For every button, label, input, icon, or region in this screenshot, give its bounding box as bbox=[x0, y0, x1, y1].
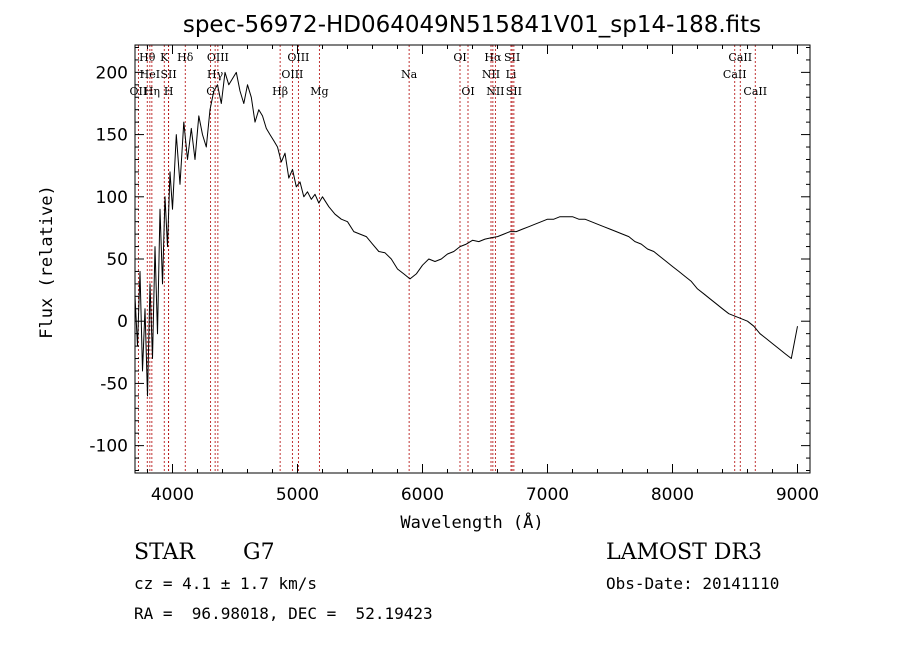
y-tick-label: 100 bbox=[96, 188, 128, 208]
line-label: CaII bbox=[728, 51, 752, 64]
x-tick-label: 4000 bbox=[151, 485, 194, 505]
line-label: K bbox=[160, 51, 169, 64]
line-label: Hη bbox=[144, 85, 160, 98]
y-tick-label: 50 bbox=[106, 250, 128, 270]
y-tick-label: 0 bbox=[117, 312, 128, 332]
line-label: Hθ bbox=[139, 51, 156, 64]
ra-dec: RA = 96.98018, DEC = 52.19423 bbox=[134, 604, 433, 623]
obs-date: Obs-Date: 20141110 bbox=[606, 574, 780, 593]
line-label: OI bbox=[461, 85, 474, 98]
line-label: Hβ bbox=[272, 85, 288, 98]
line-label: OI bbox=[453, 51, 466, 64]
object-class: STAR bbox=[134, 540, 195, 565]
y-tick-label: -50 bbox=[100, 374, 128, 394]
line-label: CaII bbox=[743, 85, 767, 98]
x-tick-label: 7000 bbox=[526, 485, 569, 505]
line-label: NII bbox=[482, 68, 500, 81]
x-tick-label: 6000 bbox=[401, 485, 444, 505]
line-label: CaII bbox=[723, 68, 747, 81]
line-label: Hα bbox=[484, 51, 502, 64]
line-label: OIII bbox=[207, 51, 229, 64]
line-label: Hδ bbox=[177, 51, 194, 64]
line-label: Li bbox=[506, 68, 517, 81]
line-label: Mg bbox=[310, 85, 328, 98]
y-axis-label: Flux (relative) bbox=[37, 185, 57, 339]
line-label: G bbox=[206, 85, 215, 98]
y-tick-label: 200 bbox=[96, 63, 128, 83]
line-label: OIII bbox=[281, 68, 303, 81]
line-label: OII bbox=[130, 85, 148, 98]
redshift-cz: cz = 4.1 ± 1.7 km/s bbox=[134, 574, 318, 593]
chart-title: spec-56972-HD064049N515841V01_sp14-188.f… bbox=[183, 12, 761, 38]
spectrum-line bbox=[134, 71, 798, 397]
y-tick-label: -100 bbox=[89, 437, 128, 457]
object-subclass: G7 bbox=[243, 540, 275, 565]
survey-name: LAMOST DR3 bbox=[606, 540, 762, 565]
axis-ticks: 4000 5000 6000 7000 8000 9000 -100 -50 0 50 100 150… bbox=[89, 45, 819, 505]
line-label: OIII bbox=[287, 51, 309, 64]
line-label: H bbox=[164, 85, 174, 98]
x-tick-label: 5000 bbox=[276, 485, 319, 505]
x-tick-label: 8000 bbox=[651, 485, 694, 505]
line-label: HeI bbox=[140, 68, 160, 81]
line-label: SII bbox=[504, 51, 520, 64]
line-label: NII bbox=[486, 85, 504, 98]
line-label: SII bbox=[506, 85, 522, 98]
line-label: Hγ bbox=[207, 68, 224, 81]
line-markers: OII Hθ HeI Hη K SII H Hδ OIII Hγ G OIII OIII Hβ Mg Na OI… bbox=[130, 45, 767, 473]
x-axis-label: Wavelength (Å) bbox=[400, 511, 543, 533]
line-label: Na bbox=[401, 68, 418, 81]
plot-frame bbox=[134, 44, 811, 474]
x-tick-label: 9000 bbox=[776, 485, 819, 505]
y-tick-label: 150 bbox=[96, 126, 128, 146]
